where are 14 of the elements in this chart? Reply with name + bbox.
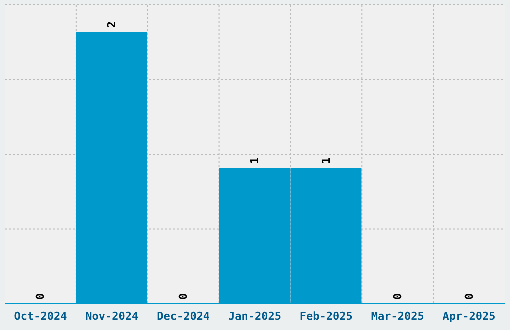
data-label: 1: [320, 157, 333, 164]
data-label: 1: [248, 157, 262, 164]
x-tick-label: Nov-2024: [86, 310, 140, 323]
x-tick-label: Dec-2024: [157, 310, 210, 323]
data-label: 2: [106, 22, 119, 28]
x-tick-label: Oct-2024: [14, 310, 68, 323]
x-tick-label: Mar-2025: [371, 310, 424, 323]
data-label: 0: [462, 293, 476, 300]
x-tick-label: Apr-2025: [442, 310, 496, 323]
x-tick-label: Feb-2025: [300, 310, 353, 323]
data-label: 0: [34, 293, 48, 300]
data-label: 0: [391, 293, 404, 300]
x-tick-label: Jan-2025: [228, 310, 282, 323]
data-label: 0: [177, 293, 190, 300]
